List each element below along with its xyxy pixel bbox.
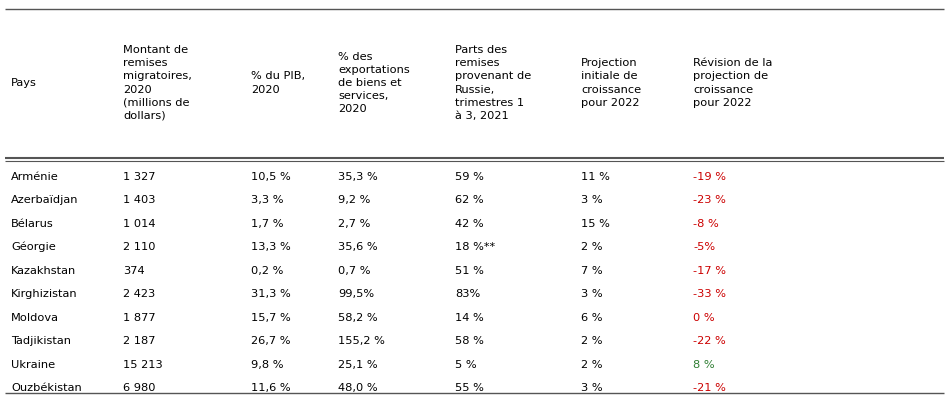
Text: 18 %**: 18 %**: [455, 242, 495, 252]
Text: 25,1 %: 25,1 %: [338, 360, 378, 370]
Text: -17 %: -17 %: [693, 266, 726, 276]
Text: 9,2 %: 9,2 %: [338, 195, 370, 205]
Text: 26,7 %: 26,7 %: [251, 336, 290, 346]
Text: Ukraine: Ukraine: [11, 360, 55, 370]
Text: Moldova: Moldova: [11, 313, 59, 323]
Text: 15,7 %: 15,7 %: [251, 313, 290, 323]
Text: 374: 374: [123, 266, 144, 276]
Text: 1,7 %: 1,7 %: [251, 219, 284, 229]
Text: 3 %: 3 %: [581, 289, 603, 299]
Text: Tadjikistan: Tadjikistan: [11, 336, 71, 346]
Text: 1 327: 1 327: [123, 172, 156, 182]
Text: 15 213: 15 213: [123, 360, 162, 370]
Text: Projection
initiale de
croissance
pour 2022: Projection initiale de croissance pour 2…: [581, 58, 642, 108]
Text: 55 %: 55 %: [455, 383, 484, 393]
Text: 15 %: 15 %: [581, 219, 610, 229]
Text: 1 403: 1 403: [123, 195, 156, 205]
Text: 1 877: 1 877: [123, 313, 156, 323]
Text: Ouzbékistan: Ouzbékistan: [11, 383, 82, 393]
Text: 31,3 %: 31,3 %: [251, 289, 290, 299]
Text: 155,2 %: 155,2 %: [338, 336, 385, 346]
Text: Parts des
remises
provenant de
Russie,
trimestres 1
à 3, 2021: Parts des remises provenant de Russie, t…: [455, 45, 531, 121]
Text: 42 %: 42 %: [455, 219, 484, 229]
Text: 83%: 83%: [455, 289, 480, 299]
Text: Pays: Pays: [11, 78, 37, 88]
Text: -33 %: -33 %: [693, 289, 726, 299]
Text: % des
exportations
de biens et
services,
2020: % des exportations de biens et services,…: [338, 52, 410, 114]
Text: -21 %: -21 %: [693, 383, 726, 393]
Text: 2 423: 2 423: [123, 289, 156, 299]
Text: -8 %: -8 %: [693, 219, 718, 229]
Text: 10,5 %: 10,5 %: [251, 172, 290, 182]
Text: 5 %: 5 %: [455, 360, 476, 370]
Text: -19 %: -19 %: [693, 172, 726, 182]
Text: 9,8 %: 9,8 %: [251, 360, 284, 370]
Text: 35,6 %: 35,6 %: [338, 242, 378, 252]
Text: Arménie: Arménie: [11, 172, 59, 182]
Text: 2 %: 2 %: [581, 336, 603, 346]
Text: 2 %: 2 %: [581, 242, 603, 252]
Text: Kirghizistan: Kirghizistan: [11, 289, 78, 299]
Text: 48,0 %: 48,0 %: [338, 383, 378, 393]
Text: 62 %: 62 %: [455, 195, 484, 205]
Text: 11 %: 11 %: [581, 172, 610, 182]
Text: 0,7 %: 0,7 %: [338, 266, 370, 276]
Text: Azerbaïdjan: Azerbaïdjan: [11, 195, 79, 205]
Text: 59 %: 59 %: [455, 172, 484, 182]
Text: % du PIB,
2020: % du PIB, 2020: [251, 71, 306, 95]
Text: 2,7 %: 2,7 %: [338, 219, 370, 229]
Text: 2 %: 2 %: [581, 360, 603, 370]
Text: 58 %: 58 %: [455, 336, 484, 346]
Text: Montant de
remises
migratoires,
2020
(millions de
dollars): Montant de remises migratoires, 2020 (mi…: [123, 45, 192, 121]
Text: Kazakhstan: Kazakhstan: [11, 266, 76, 276]
Text: 13,3 %: 13,3 %: [251, 242, 290, 252]
Text: 3,3 %: 3,3 %: [251, 195, 284, 205]
Text: 7 %: 7 %: [581, 266, 603, 276]
Text: 3 %: 3 %: [581, 195, 603, 205]
Text: 6 980: 6 980: [123, 383, 156, 393]
Text: 6 %: 6 %: [581, 313, 603, 323]
Text: 0 %: 0 %: [693, 313, 715, 323]
Text: 99,5%: 99,5%: [338, 289, 374, 299]
Text: Bélarus: Bélarus: [11, 219, 54, 229]
Text: -23 %: -23 %: [693, 195, 726, 205]
Text: 58,2 %: 58,2 %: [338, 313, 378, 323]
Text: 2 187: 2 187: [123, 336, 156, 346]
Text: -22 %: -22 %: [693, 336, 726, 346]
Text: 11,6 %: 11,6 %: [251, 383, 290, 393]
Text: 35,3 %: 35,3 %: [338, 172, 378, 182]
Text: 3 %: 3 %: [581, 383, 603, 393]
Text: 2 110: 2 110: [123, 242, 156, 252]
Text: Révision de la
projection de
croissance
pour 2022: Révision de la projection de croissance …: [693, 58, 772, 108]
Text: 0,2 %: 0,2 %: [251, 266, 284, 276]
Text: 14 %: 14 %: [455, 313, 484, 323]
Text: Géorgie: Géorgie: [11, 242, 56, 252]
Text: -5%: -5%: [693, 242, 716, 252]
Text: 8 %: 8 %: [693, 360, 715, 370]
Text: 51 %: 51 %: [455, 266, 484, 276]
Text: 1 014: 1 014: [123, 219, 156, 229]
